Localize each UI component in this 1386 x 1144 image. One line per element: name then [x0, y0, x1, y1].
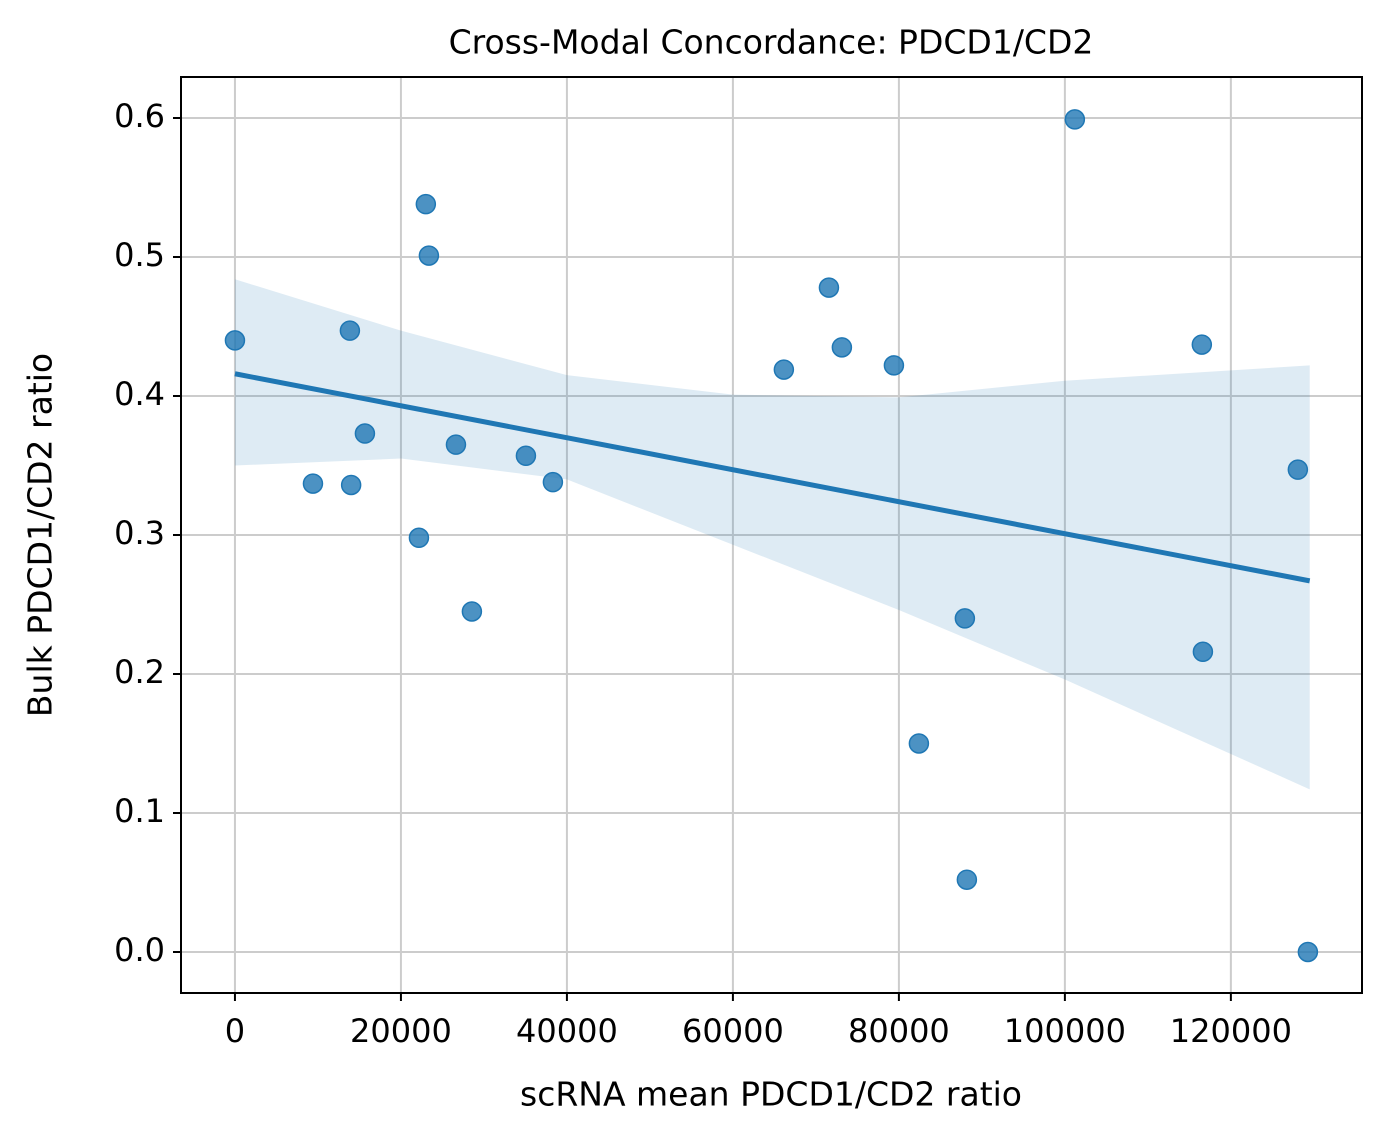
x-tick-label: 0: [225, 1012, 245, 1050]
scatter-point: [1192, 641, 1214, 663]
scatter-point: [1191, 334, 1213, 355]
scatter-point: [1064, 109, 1086, 130]
y-tick-label: 0.1: [114, 792, 165, 830]
x-axis-label: scRNA mean PDCD1/CD2 ratio: [520, 1075, 1022, 1114]
scatter-point: [883, 355, 905, 376]
scatter-point: [354, 423, 376, 444]
scatter-point: [956, 869, 978, 890]
y-tick-label: 0.5: [114, 236, 165, 274]
scatter-point: [224, 330, 246, 351]
x-tick-label: 120000: [1170, 1012, 1292, 1050]
scatter-point: [415, 193, 437, 215]
scatter-point: [954, 608, 976, 629]
confidence-band: [234, 279, 1310, 790]
x-tick-label: 80000: [848, 1012, 950, 1050]
y-tick-label: 0.0: [114, 931, 165, 969]
scatter-point: [515, 445, 537, 467]
x-tick-label: 40000: [516, 1012, 618, 1050]
y-axis-label: Bulk PDCD1/CD2 ratio: [21, 353, 60, 717]
x-tick-label: 100000: [1004, 1012, 1126, 1050]
scatter-point: [340, 474, 362, 496]
scatter-point: [818, 277, 840, 298]
scatter-point: [542, 471, 564, 493]
x-tick-label: 20000: [350, 1012, 452, 1050]
scatter-point: [1287, 459, 1309, 480]
scatter-point: [461, 601, 483, 622]
y-tick-label: 0.2: [114, 653, 165, 691]
scatter-point: [831, 337, 853, 358]
chart-title: Cross-Modal Concordance: PDCD1/CD2: [449, 23, 1094, 62]
scatter-point: [773, 359, 795, 380]
scatter-point: [418, 245, 440, 266]
scatter-point: [1297, 941, 1319, 963]
scatter-point: [339, 320, 361, 341]
plot-frame: [180, 76, 1363, 994]
regression-line: [234, 371, 1311, 584]
scatter-point: [408, 527, 430, 549]
scatter-point: [908, 733, 930, 754]
y-tick-label: 0.4: [114, 375, 165, 413]
y-tick-label: 0.3: [114, 514, 165, 552]
scatter-point: [302, 473, 324, 494]
x-tick-label: 60000: [682, 1012, 784, 1050]
scatter-point: [445, 434, 467, 455]
y-tick-label: 0.6: [114, 97, 165, 135]
